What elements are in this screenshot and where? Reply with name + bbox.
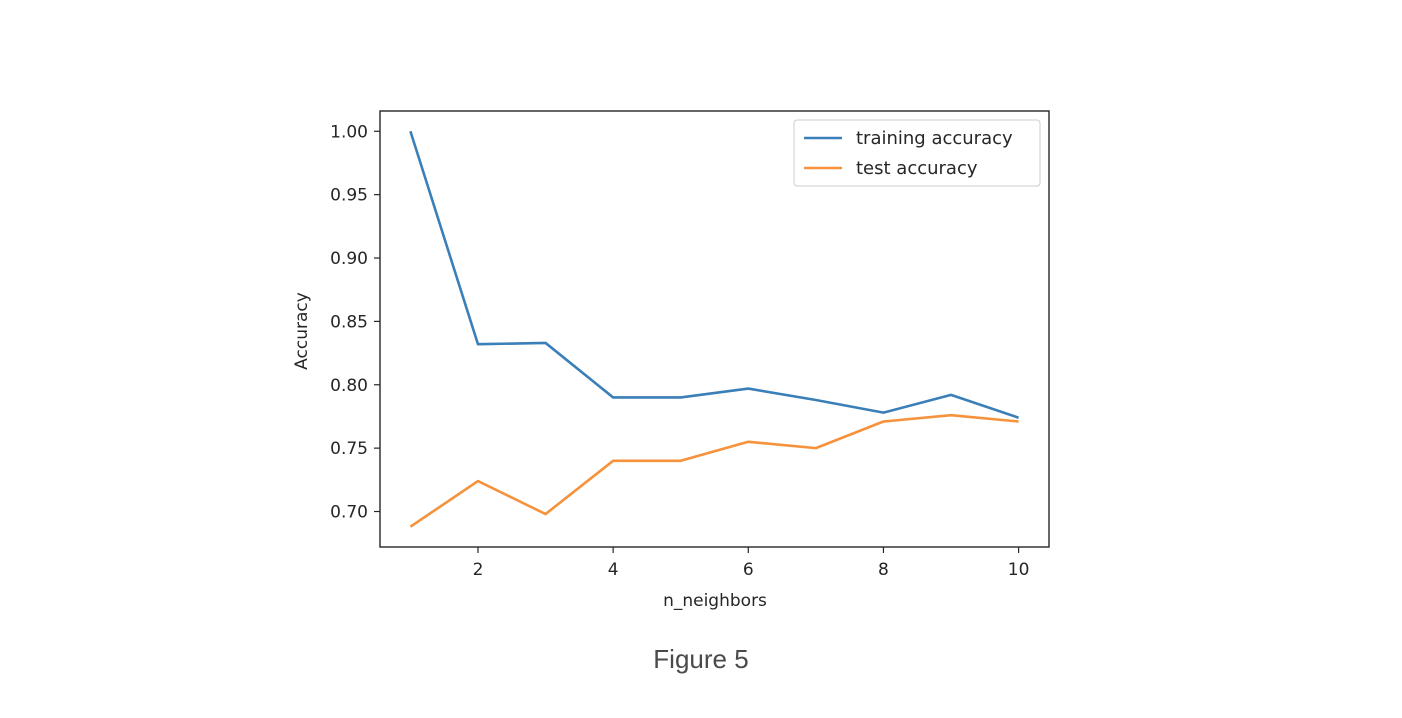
y-tick-label: 1.00 [330, 122, 368, 142]
x-tick-label: 10 [1008, 560, 1030, 580]
x-tick-label: 4 [608, 560, 619, 580]
x-axis-ticks: 2 4 6 8 10 [473, 547, 1030, 580]
x-tick-label: 6 [743, 560, 754, 580]
series-line-training [409, 130, 1020, 419]
x-axis-label: n_neighbors [663, 591, 767, 611]
y-axis-label: Accuracy [292, 292, 312, 370]
y-tick-label: 0.90 [330, 249, 368, 269]
x-tick-label: 8 [878, 560, 889, 580]
legend-box [793, 119, 1041, 187]
series-line-test [409, 413, 1019, 528]
figure-caption: Figure 5 [653, 644, 749, 674]
plot-frame [379, 110, 1050, 548]
legend: training accuracy test accuracy [793, 119, 1041, 187]
legend-label: training accuracy [856, 128, 1013, 149]
y-tick-label: 0.95 [330, 186, 368, 206]
y-tick-label: 0.80 [330, 376, 368, 396]
y-tick-label: 0.70 [330, 503, 368, 523]
y-tick-label: 0.85 [330, 312, 368, 332]
x-tick-label: 2 [473, 560, 484, 580]
plot-area [409, 130, 1020, 528]
y-axis-ticks: 0.70 0.75 0.80 0.85 0.90 0.95 1.00 [330, 122, 380, 523]
y-tick-label: 0.75 [330, 439, 368, 459]
legend-label: test accuracy [856, 158, 978, 179]
